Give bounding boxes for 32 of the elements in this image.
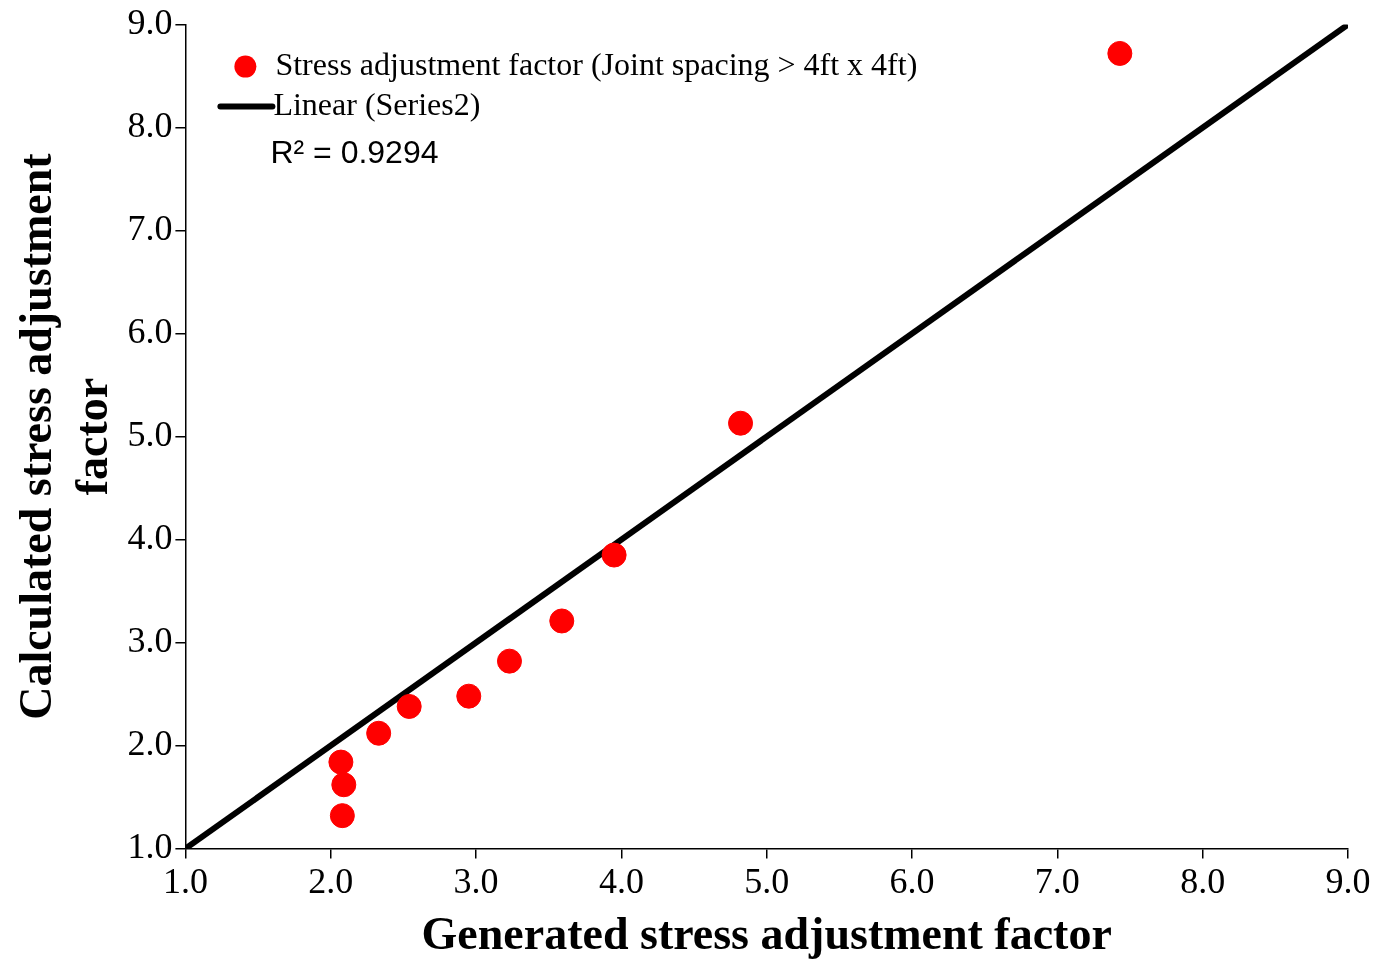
y-tick-label: 2.0	[127, 723, 173, 764]
x-axis-title: Generated stress adjustment factor	[421, 908, 1112, 960]
y-tick-label: 9.0	[127, 2, 173, 43]
point	[456, 683, 482, 709]
y-tick-label: 6.0	[127, 311, 173, 352]
y-axis-title: Calculated stress adjustment factor	[10, 152, 117, 720]
annotation: R² = 0.9294	[270, 134, 439, 171]
y-tick-label: 7.0	[127, 208, 173, 249]
x-tick-label: 8.0	[1180, 860, 1226, 901]
point	[366, 720, 392, 746]
legend-label: Linear (Series2)	[273, 86, 481, 123]
point	[396, 693, 422, 719]
x-tick-label: 9.0	[1325, 860, 1371, 901]
point	[728, 410, 754, 436]
x-tick-label: 3.0	[453, 860, 499, 901]
legend-label: Stress adjustment factor (Joint spacing > 4ft x 4ft)	[275, 46, 918, 83]
point	[331, 772, 357, 798]
y-tick-label: 5.0	[127, 414, 173, 455]
point	[601, 542, 627, 568]
y-tick-label: 3.0	[127, 620, 173, 661]
y-tick-label: 8.0	[127, 105, 173, 146]
x-tick-label: 6.0	[889, 860, 935, 901]
point	[329, 803, 355, 829]
point	[549, 608, 575, 634]
x-tick-label: 4.0	[598, 860, 644, 901]
x-tick-label: 5.0	[744, 860, 790, 901]
y-tick-label: 4.0	[127, 517, 173, 558]
point	[496, 648, 522, 674]
x-tick-label: 7.0	[1034, 860, 1080, 901]
x-tick-label: 2.0	[308, 860, 354, 901]
point	[1107, 40, 1133, 66]
point	[328, 749, 354, 775]
